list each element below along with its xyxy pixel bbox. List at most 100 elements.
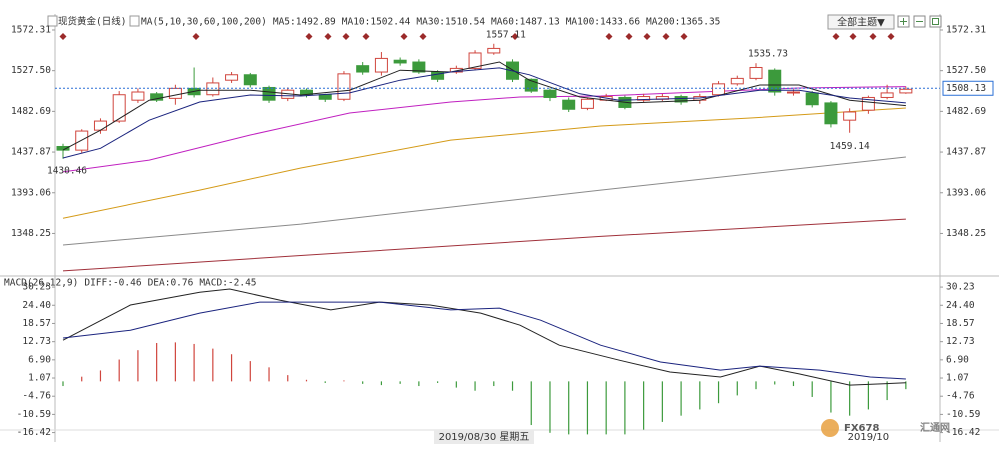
crosshair-date: 2019/08/30 星期五 [439,431,530,443]
icon-glyph [932,18,939,25]
candle-body [843,111,857,121]
event-marker [511,33,519,40]
title-icon [47,15,58,27]
y-tick-label: -4.76 [22,391,51,402]
candle-body [768,69,782,93]
y-tick-label-right: 6.90 [946,354,969,365]
candle-body [562,99,576,110]
candle-body [824,102,838,125]
y-tick-label-right: 1527.50 [946,65,986,76]
legend-label: MACD:-2.45 [199,278,256,289]
candle-body [468,52,482,69]
event-marker [419,33,427,40]
y-tick-label: 1527.50 [11,65,51,76]
candle-body [93,120,107,131]
settings-icon[interactable] [929,15,942,28]
candle-body [712,83,726,96]
event-marker [305,33,313,40]
theme-button-label[interactable]: 全部主题▼ [837,16,885,29]
candle-body [225,74,239,81]
y-tick-label-right: 1482.69 [946,106,986,117]
y-tick-label: 1437.87 [11,147,51,158]
price-annotation: 1459.14 [830,141,870,152]
event-marker [362,33,370,40]
line-series [62,67,906,159]
candle-body [637,96,651,101]
candle-body [318,94,332,100]
legend-label: DIFF:-0.46 [84,278,141,289]
legend-label: MA30:1510.54 [416,17,485,28]
legend-label: 现货黄金(日线) [58,16,126,28]
candle-body [356,65,370,73]
candle-body [374,57,388,73]
theme-button[interactable] [827,14,895,30]
candle-body [730,77,744,85]
candle-body [206,82,220,96]
y-tick-label: -10.59 [17,409,52,420]
candle-body [449,67,463,73]
candle-body [131,91,145,101]
line-series [62,61,906,151]
candle-body [749,66,763,79]
candle-body [580,98,594,109]
event-marker [324,33,332,40]
y-tick-label-right: -4.76 [946,391,975,402]
watermark-text: FX678 [844,423,879,434]
legend-label: MA100:1433.66 [566,17,641,28]
y-tick-label-right: 1348.25 [946,228,986,239]
y-tick-label-right: 1572.31 [946,24,986,35]
y-tick-label-right: 1.07 [946,373,969,384]
watermark-text: 汇通网 [920,421,950,434]
y-tick-label-right: 1393.06 [946,187,986,198]
candle-body [112,94,126,122]
event-marker [887,33,895,40]
price-annotation: 1430.46 [47,165,87,176]
y-tick-label: 30.23 [22,282,51,293]
event-marker [625,33,633,40]
line-series [62,218,906,272]
y-tick-label-right: 24.40 [946,300,975,311]
legend-label: MA200:1365.35 [646,17,720,28]
event-marker [192,33,200,40]
legend-label: MA5:1492.89 [273,17,336,28]
line-series [62,301,906,380]
y-tick-label-right: -16.42 [946,427,980,438]
y-tick-label-right: 12.73 [946,336,975,347]
y-tick-label: 12.73 [22,336,51,347]
line-series [62,86,906,173]
y-tick-label-right: -10.59 [946,409,981,420]
y-tick-label: 18.57 [22,318,51,329]
event-marker [832,33,840,40]
y-tick-label: 1.07 [28,373,51,384]
y-tick-label: 24.40 [22,300,51,311]
candle-body [243,74,257,86]
y-tick-label: 1393.06 [11,187,51,198]
event-marker [59,33,67,40]
y-tick-label: 6.90 [28,354,51,365]
legend-label: DEA:0.76 [148,278,194,289]
legend-label: MACD(26,12,9) [4,278,78,289]
candle-body [524,78,538,92]
candle-body [899,88,913,94]
y-tick-label: -16.42 [17,427,51,438]
candle-body [543,89,557,98]
candle-body [393,59,407,64]
y-tick-label-right: 18.57 [946,318,975,329]
event-marker [643,33,651,40]
event-marker [605,33,613,40]
candle-body [805,92,819,106]
x-tick-label: 2019/10 [848,432,890,443]
candle-body [262,86,276,101]
candle-body [487,47,501,54]
line-series [62,107,906,219]
watermark-logo [821,419,839,437]
candle-body [150,93,164,101]
line-series [62,288,906,386]
event-marker [849,33,857,40]
event-marker [342,33,350,40]
candle-body [337,73,351,100]
candle-body [168,87,182,99]
event-marker [869,33,877,40]
